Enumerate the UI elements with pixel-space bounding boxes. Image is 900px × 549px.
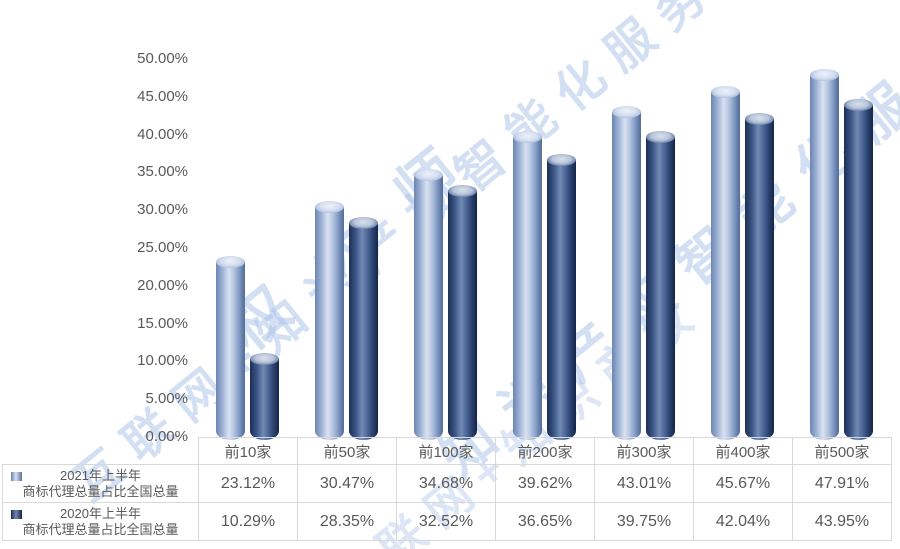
y-axis-tick-label: 20.00% [137, 276, 188, 294]
y-axis-tick-label: 25.00% [137, 239, 188, 256]
bar-top-cap [646, 130, 675, 143]
category-header-row: 前10家 前50家 前100家 前200家 前300家 前400家 前500家 [3, 437, 892, 465]
legend-label-2020-line1: 2020年上半年 [60, 505, 141, 521]
bar-2021-前400家 [711, 85, 740, 440]
bar-2020-前10家 [250, 353, 279, 440]
bar-top-cap [612, 105, 641, 118]
bar-top-cap [844, 98, 873, 111]
value-2021-前100家: 34.68% [396, 464, 496, 503]
bar-top-cap [216, 256, 245, 269]
category-header-前400家: 前400家 [693, 437, 793, 465]
bar-body [250, 359, 279, 440]
legend-label-2020-line2: 商标代理总量占比全国总量 [22, 521, 179, 537]
y-axis-tick-label: 40.00% [137, 125, 188, 143]
bar-body [513, 137, 542, 440]
y-axis-tick-label: 35.00% [137, 163, 188, 181]
bar-2021-前10家 [216, 256, 245, 440]
bar-body [646, 136, 675, 440]
bar-2021-前200家 [513, 131, 542, 440]
y-axis-tick-label: 0.00% [145, 428, 188, 445]
legend-item-2020: 2020年上半年 商标代理总量占比全国总量 [2, 502, 199, 541]
bar-2021-前300家 [612, 105, 641, 440]
bar-body [711, 91, 740, 440]
data-table: 前10家 前50家 前100家 前200家 前300家 前400家 前500家 2021年上… [2, 437, 892, 541]
bar-top-cap [745, 113, 774, 126]
y-axis-tick-label: 45.00% [137, 87, 188, 105]
bar-body [216, 262, 245, 440]
value-2021-前300家: 43.01% [594, 464, 694, 503]
legend-label-2021-line2: 商标代理总量占比全国总量 [22, 483, 179, 499]
value-2021-前500家: 47.91% [792, 464, 892, 503]
y-axis-tick-label: 50.00% [137, 50, 188, 67]
category-header-前200家: 前200家 [495, 437, 595, 465]
bar-body [745, 119, 774, 440]
legend-marker-2020-icon [11, 510, 22, 519]
value-2020-前400家: 42.04% [693, 502, 793, 541]
bar-2020-前500家 [844, 98, 873, 440]
bar-top-cap [315, 200, 344, 213]
bar-body [315, 206, 344, 440]
category-header-前100家: 前100家 [396, 437, 496, 465]
bar-top-cap [250, 353, 279, 366]
bar-body [448, 191, 477, 440]
plot-area [198, 0, 891, 549]
bar-top-cap [448, 185, 477, 198]
legend-item-2021: 2021年上半年 商标代理总量占比全国总量 [2, 464, 199, 503]
bar-body [612, 111, 641, 440]
bar-body [810, 74, 839, 440]
bar-2020-前100家 [448, 185, 477, 440]
legend-label-2021-line1: 2021年上半年 [60, 467, 141, 483]
bar-top-cap [349, 216, 378, 229]
bar-2021-前500家 [810, 68, 839, 440]
category-header-前50家: 前50家 [297, 437, 397, 465]
value-2020-前300家: 39.75% [594, 502, 694, 541]
value-2021-前200家: 39.62% [495, 464, 595, 503]
bar-body [349, 222, 378, 440]
value-2020-前50家: 28.35% [297, 502, 397, 541]
category-header-前10家: 前10家 [198, 437, 298, 465]
value-2020-前100家: 32.52% [396, 502, 496, 541]
series-2021-row: 2021年上半年 商标代理总量占比全国总量 23.12% 30.47% 34.68%… [2, 464, 892, 503]
value-2021-前10家: 23.12% [198, 464, 298, 503]
value-2020-前500家: 43.95% [792, 502, 892, 541]
y-axis-tick-label: 10.00% [137, 352, 188, 370]
bar-2020-前400家 [745, 113, 774, 440]
bar-2020-前300家 [646, 130, 675, 440]
y-axis-tick-label: 5.00% [145, 390, 188, 408]
y-axis: 0.00% 5.00% 10.00% 15.00% 20.00% 25.00% 30.00%… [0, 0, 188, 445]
value-2021-前400家: 45.67% [693, 464, 793, 503]
bar-2020-前50家 [349, 216, 378, 440]
bar-top-cap [547, 153, 576, 166]
bar-2021-前100家 [414, 168, 443, 440]
table-corner-blank [3, 438, 199, 465]
category-header-前300家: 前300家 [594, 437, 694, 465]
value-2020-前10家: 10.29% [198, 502, 298, 541]
value-2021-前50家: 30.47% [297, 464, 397, 503]
category-header-前500家: 前500家 [792, 437, 892, 465]
bar-body [547, 159, 576, 440]
bar-top-cap [513, 131, 542, 144]
bar-2020-前200家 [547, 153, 576, 440]
y-axis-tick-label: 15.00% [137, 314, 188, 332]
value-2020-前200家: 36.65% [495, 502, 595, 541]
bar-top-cap [414, 168, 443, 181]
bar-body [414, 174, 443, 440]
bar-body [844, 104, 873, 440]
legend-marker-2021-icon [11, 472, 22, 481]
bar-top-cap [810, 68, 839, 81]
series-2020-row: 2020年上半年 商标代理总量占比全国总量 10.29% 28.35% 32.52%… [2, 502, 892, 541]
bar-2021-前50家 [315, 200, 344, 440]
y-axis-tick-label: 30.00% [137, 201, 188, 219]
bar-top-cap [711, 85, 740, 98]
